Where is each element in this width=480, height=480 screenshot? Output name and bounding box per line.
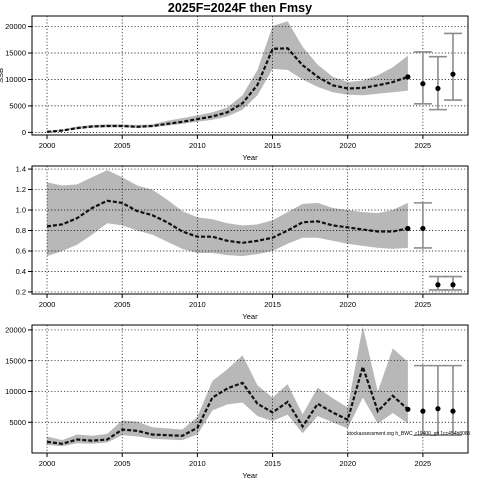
x-axis-label: Year — [242, 312, 258, 321]
forecast-point — [420, 408, 426, 414]
confidence-band — [47, 326, 408, 447]
forecast-point — [435, 406, 441, 412]
estimate-line — [46, 363, 409, 445]
y-tick-label: 0 — [22, 128, 26, 137]
plot-frame — [31, 324, 469, 454]
x-tick-label: 2015 — [264, 459, 281, 468]
forecast-point — [450, 408, 456, 414]
y-tick-label: 10000 — [5, 75, 26, 84]
y-tick-label: 1.0 — [16, 206, 26, 215]
x-tick-label: 2000 — [39, 459, 56, 468]
y-tick-label: 0.4 — [16, 267, 26, 276]
last-estimate-point — [405, 74, 411, 80]
x-tick-label: 2010 — [189, 300, 206, 309]
y-tick-label: 0.6 — [16, 247, 26, 256]
x-tick-label: 2025 — [415, 141, 432, 150]
y-tick-label: 1.2 — [16, 185, 26, 194]
x-tick-label: 2005 — [114, 459, 131, 468]
y-tick-label: 0.2 — [16, 288, 26, 297]
forecast-point — [435, 282, 441, 288]
y-tick-label: 1.4 — [16, 165, 26, 174]
x-tick-label: 2020 — [339, 141, 356, 150]
x-tick-label: 2020 — [339, 459, 356, 468]
estimate-line — [46, 199, 409, 244]
x-tick-label: 2005 — [114, 141, 131, 150]
confidence-band — [47, 170, 408, 257]
last-estimate-point — [405, 225, 411, 232]
x-axis-label: Year — [242, 471, 258, 480]
plot-frame — [31, 15, 469, 136]
forecast-point — [420, 81, 426, 87]
forecast-point — [435, 85, 441, 92]
forecast-point — [420, 225, 426, 232]
x-tick-label: 2005 — [114, 300, 131, 309]
x-tick-label: 2015 — [264, 300, 281, 309]
recruitment-panel: 2000 2005 2010 2015 2020 2025 5000 10000 15000 20… — [5, 324, 469, 480]
estimate-line — [46, 47, 409, 133]
y-tick-label: 0.8 — [16, 226, 26, 235]
x-tick-label: 2015 — [264, 141, 281, 150]
ssb-panel: 2000 2005 2010 2015 2020 2025 0 5000 10000 15000 2… — [0, 15, 469, 162]
x-tick-label: 2025 — [415, 300, 432, 309]
confidence-band — [47, 21, 408, 133]
plot-frame — [31, 165, 469, 295]
x-tick-label: 2000 — [39, 300, 56, 309]
forecast-point — [450, 282, 456, 288]
y-axis-label: SSB — [0, 68, 5, 83]
y-tick-label: 5000 — [9, 102, 26, 111]
x-tick-label: 2025 — [415, 459, 432, 468]
x-axis-label: Year — [242, 153, 258, 162]
chart-title: 2025F=2024F then Fmsy — [168, 1, 312, 15]
forecast-point — [450, 71, 456, 77]
y-tick-label: 20000 — [5, 326, 26, 335]
y-tick-label: 5000 — [9, 418, 26, 427]
y-tick-label: 15000 — [5, 356, 26, 365]
last-estimate-point — [405, 406, 411, 412]
x-tick-label: 2020 — [339, 300, 356, 309]
fishing-mortality-panel: 2000 2005 2010 2015 2020 2025 0.2 0.4 0.6 0.8 1.0 1… — [16, 165, 469, 321]
x-tick-label: 2010 — [189, 141, 206, 150]
x-tick-label: 2000 — [39, 141, 56, 150]
source-annotation: stockassessment.org h_BWC_r19400_git 1cc… — [347, 431, 471, 437]
y-tick-label: 10000 — [5, 387, 26, 396]
y-tick-label: 20000 — [5, 22, 26, 31]
y-tick-label: 15000 — [5, 49, 26, 58]
x-tick-label: 2010 — [189, 459, 206, 468]
